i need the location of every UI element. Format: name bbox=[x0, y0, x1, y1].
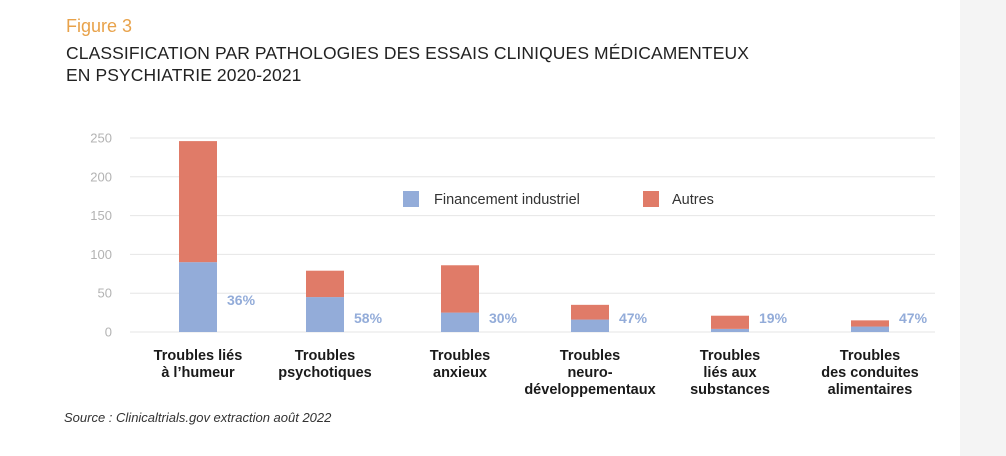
share-label-1: 58% bbox=[354, 310, 383, 326]
share-labels-layer: 36% 58% 30% 47% 19% 47% bbox=[227, 292, 928, 326]
category-label-1-1: psychotiques bbox=[278, 365, 371, 381]
bar-industrial-0 bbox=[179, 262, 217, 332]
legend-swatch-other bbox=[643, 191, 659, 207]
y-tick-label: 200 bbox=[90, 169, 112, 184]
share-label-0: 36% bbox=[227, 292, 256, 308]
bars-layer bbox=[179, 141, 889, 332]
share-label-4: 19% bbox=[759, 310, 788, 326]
category-label-4-1: liés aux bbox=[703, 365, 756, 381]
bar-industrial-2 bbox=[441, 312, 479, 332]
bar-industrial-5 bbox=[851, 326, 889, 332]
y-tick-label: 150 bbox=[90, 208, 112, 223]
y-tick-label: 50 bbox=[98, 286, 112, 301]
stacked-bar-chart: 0 50 100 150 200 250 36% 58% 30% 47% 19% 47% Troub… bbox=[90, 131, 935, 398]
share-label-2: 30% bbox=[489, 310, 518, 326]
y-tick-label: 100 bbox=[90, 247, 112, 262]
category-label-1-0: Troubles bbox=[295, 348, 355, 364]
bar-other-3 bbox=[571, 304, 609, 320]
bar-industrial-4 bbox=[711, 328, 749, 332]
category-label-5-1: des conduites bbox=[821, 365, 919, 381]
category-label-0-1: à l’humeur bbox=[161, 365, 235, 381]
category-label-3-0: Troubles bbox=[560, 348, 620, 364]
legend-label-other: Autres bbox=[672, 192, 714, 208]
category-label-4-0: Troubles bbox=[700, 348, 760, 364]
grid-layer bbox=[130, 137, 935, 333]
bar-industrial-3 bbox=[571, 319, 609, 332]
chart-title-line-1: CLASSIFICATION PAR PATHOLOGIES DES ESSAI… bbox=[66, 43, 749, 63]
category-label-4-2: substances bbox=[690, 382, 770, 398]
y-tick-label: 250 bbox=[90, 131, 112, 146]
category-label-2-1: anxieux bbox=[433, 365, 487, 381]
bar-other-1 bbox=[306, 270, 344, 298]
legend-swatch-industrial bbox=[403, 191, 419, 207]
share-label-5: 47% bbox=[899, 310, 928, 326]
category-label-3-2: développementaux bbox=[524, 382, 655, 398]
y-tick-label: 0 bbox=[105, 325, 112, 340]
bar-other-5 bbox=[851, 320, 889, 327]
legend-label-industrial: Financement industriel bbox=[434, 192, 580, 208]
category-label-0-0: Troubles liés bbox=[154, 348, 243, 364]
figure-card: Figure 3 CLASSIFICATION PAR PATHOLOGIES … bbox=[0, 0, 960, 456]
category-label-5-2: alimentaires bbox=[828, 382, 913, 398]
bar-other-0 bbox=[179, 141, 217, 263]
bar-other-4 bbox=[711, 315, 749, 329]
bar-other-2 bbox=[441, 265, 479, 313]
chart-title-line-2: EN PSYCHIATRIE 2020-2021 bbox=[66, 65, 302, 85]
legend: Financement industriel Autres bbox=[403, 191, 714, 208]
category-label-3-1: neuro- bbox=[567, 365, 612, 381]
chart-title: CLASSIFICATION PAR PATHOLOGIES DES ESSAI… bbox=[66, 42, 749, 86]
category-label-2-0: Troubles bbox=[430, 348, 490, 364]
y-axis-ticks: 0 50 100 150 200 250 bbox=[90, 131, 112, 340]
bar-industrial-1 bbox=[306, 297, 344, 332]
source-note: Source : Clinicaltrials.gov extraction a… bbox=[64, 410, 332, 425]
share-label-3: 47% bbox=[619, 310, 648, 326]
category-label-5-0: Troubles bbox=[840, 348, 900, 364]
figure-label: Figure 3 bbox=[66, 16, 133, 36]
